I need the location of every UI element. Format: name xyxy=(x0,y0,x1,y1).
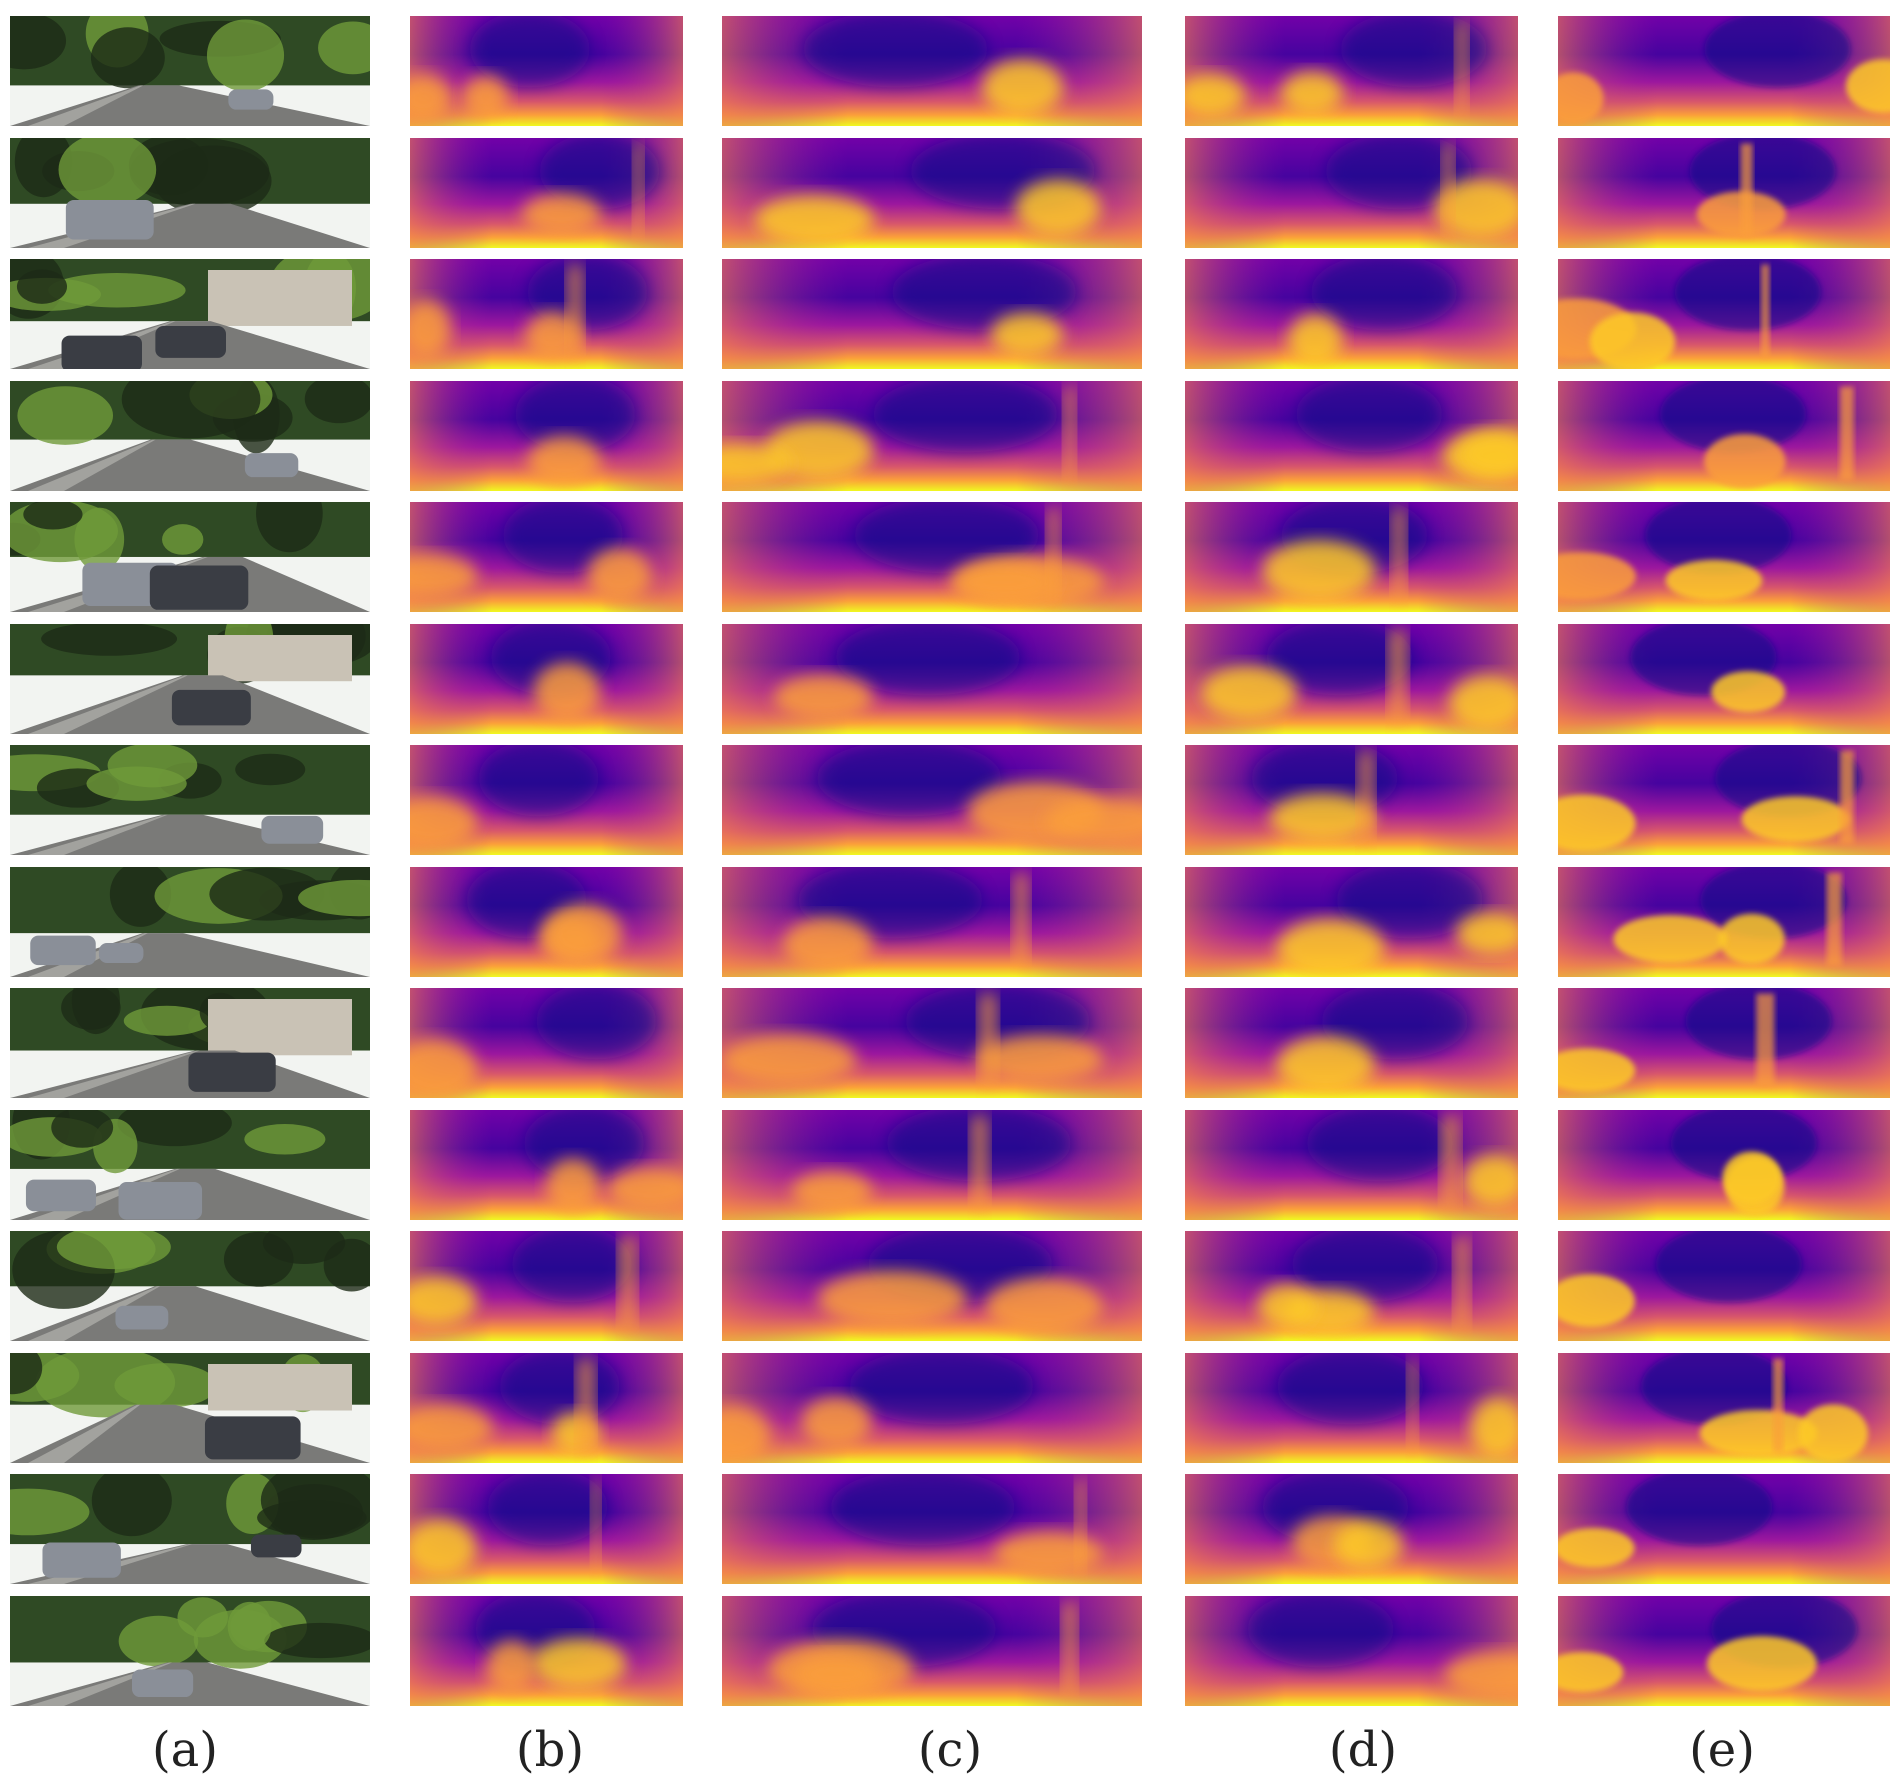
depth-map xyxy=(1558,1595,1890,1706)
input-image xyxy=(10,1595,370,1706)
depth-map xyxy=(722,16,1142,126)
depth-map xyxy=(1185,988,1518,1098)
input-image xyxy=(10,380,370,491)
depth-map xyxy=(1558,1352,1890,1463)
depth-map xyxy=(722,380,1142,491)
depth-map xyxy=(1185,380,1518,491)
input-image xyxy=(10,259,370,369)
depth-map xyxy=(722,259,1142,369)
depth-map xyxy=(410,1595,683,1706)
depth-map xyxy=(410,1352,683,1463)
panel-label-d: (d) xyxy=(1328,1722,1398,1778)
depth-map xyxy=(410,745,683,855)
depth-map xyxy=(1185,1231,1518,1341)
depth-map xyxy=(1558,988,1890,1098)
depth-map xyxy=(722,1474,1142,1584)
depth-map xyxy=(1558,1474,1890,1584)
depth-map xyxy=(1558,137,1890,248)
input-image xyxy=(10,502,370,612)
depth-map xyxy=(1558,259,1890,369)
depth-map xyxy=(1558,1109,1890,1220)
depth-map xyxy=(410,380,683,491)
depth-map xyxy=(722,502,1142,612)
input-image xyxy=(10,1109,370,1220)
input-image xyxy=(10,745,370,855)
depth-map xyxy=(1185,745,1518,855)
depth-map xyxy=(722,1109,1142,1220)
depth-map xyxy=(722,866,1142,977)
depth-map xyxy=(1558,16,1890,126)
panel-label-a: (a) xyxy=(151,1722,219,1778)
depth-map xyxy=(1185,1352,1518,1463)
depth-map xyxy=(722,623,1142,734)
depth-map xyxy=(1185,866,1518,977)
depth-map xyxy=(410,137,683,248)
depth-map xyxy=(1185,1109,1518,1220)
depth-map xyxy=(1185,1474,1518,1584)
input-image xyxy=(10,988,370,1098)
depth-map xyxy=(722,745,1142,855)
panel-label-e: (e) xyxy=(1689,1722,1755,1778)
depth-map xyxy=(1558,866,1890,977)
depth-map xyxy=(722,988,1142,1098)
depth-map xyxy=(1558,380,1890,491)
depth-map xyxy=(1558,745,1890,855)
depth-map xyxy=(1185,259,1518,369)
input-image xyxy=(10,1231,370,1341)
depth-map xyxy=(410,502,683,612)
depth-map xyxy=(722,1352,1142,1463)
depth-map xyxy=(722,137,1142,248)
input-image xyxy=(10,16,370,126)
depth-map xyxy=(1185,623,1518,734)
depth-map xyxy=(722,1231,1142,1341)
depth-map xyxy=(722,1595,1142,1706)
depth-map xyxy=(1185,502,1518,612)
panel-label-c: (c) xyxy=(917,1722,983,1778)
depth-map xyxy=(1185,1595,1518,1706)
depth-map xyxy=(1185,137,1518,248)
depth-map xyxy=(410,623,683,734)
depth-map xyxy=(410,1231,683,1341)
depth-map xyxy=(410,866,683,977)
input-image xyxy=(10,137,370,248)
depth-map xyxy=(1558,502,1890,612)
input-image xyxy=(10,623,370,734)
depth-map xyxy=(1558,1231,1890,1341)
depth-map xyxy=(410,1109,683,1220)
depth-map xyxy=(1558,623,1890,734)
input-image xyxy=(10,1474,370,1584)
panel-label-b: (b) xyxy=(515,1722,585,1778)
depth-map xyxy=(410,16,683,126)
depth-map xyxy=(410,259,683,369)
depth-map xyxy=(410,988,683,1098)
input-image xyxy=(10,866,370,977)
input-image xyxy=(10,1352,370,1463)
depth-map xyxy=(1185,16,1518,126)
depth-map xyxy=(410,1474,683,1584)
